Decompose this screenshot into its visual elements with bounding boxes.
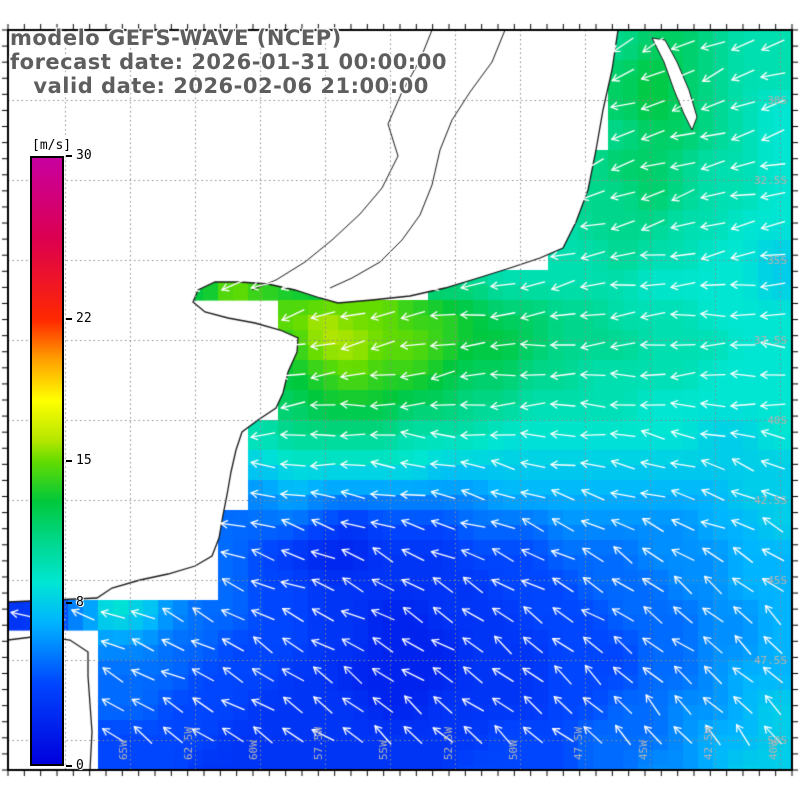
colorbar-tick [66,460,72,462]
colorbar-tick-label: 30 [76,148,92,163]
colorbar-tick [66,765,72,767]
colorbar-tick [66,155,72,157]
colorbar-gradient [30,156,64,766]
colorbar-tick [66,317,72,320]
colorbar-tick-label: 0 [76,758,84,773]
colorbar-tick-label: 15 [76,453,92,468]
colorbar-tick-label: 22 [76,310,92,326]
colorbar: [m/s] 0 8 15 22 30 [30,134,92,773]
colorbar-tick [66,602,72,605]
colorbar-unit-label: [m/s] [30,138,74,153]
colorbar-tick-label: 8 [76,595,84,611]
